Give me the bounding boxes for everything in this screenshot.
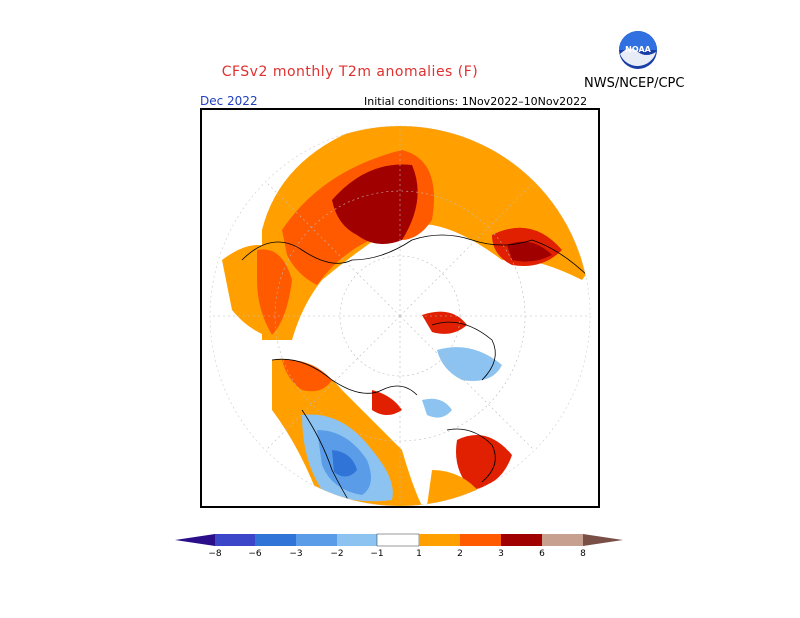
colorbar-tick-label: −6 xyxy=(248,549,262,559)
very-strong-warm-region xyxy=(332,164,418,244)
initial-conditions: Initial conditions: 1Nov2022–10Nov2022 xyxy=(364,95,588,108)
colorbar-swatch-pos-2 xyxy=(460,534,501,546)
colorbar-swatch-pos-1 xyxy=(419,534,460,546)
anomaly-map xyxy=(200,108,600,508)
colorbar-swatch-pos-8 xyxy=(583,534,623,546)
colorbar-tick-label: 8 xyxy=(580,549,586,559)
forecast-month: Dec 2022 xyxy=(200,94,258,108)
agency-label: NWS/NCEP/CPC xyxy=(584,76,685,91)
page-title: CFSv2 monthly T2m anomalies (F) xyxy=(221,64,479,80)
colorbar-swatch-neg-6 xyxy=(215,534,255,546)
colorbar-tick-label: −1 xyxy=(370,549,383,559)
colorbar-swatch-neg-8 xyxy=(175,534,215,546)
colorbar-tick-label: 3 xyxy=(498,549,504,559)
colorbar-tick-label: 1 xyxy=(416,549,422,559)
polar-map-svg xyxy=(209,125,591,506)
colorbar-tick-label: 6 xyxy=(539,549,545,559)
colorbar-tick-label: 2 xyxy=(457,549,463,559)
colorbar: −8 −6 −3 −2 −1 1 2 3 6 8 xyxy=(175,533,623,559)
warm-region-greenland xyxy=(456,435,512,490)
colorbar-swatch-neutral xyxy=(376,533,420,547)
colorbar-swatch-pos-3 xyxy=(501,534,542,546)
colorbar-tick-label: −8 xyxy=(208,549,222,559)
svg-text:NOAA: NOAA xyxy=(625,45,651,54)
colorbar-swatch-neg-3 xyxy=(255,534,296,546)
colorbar-tick-label: −3 xyxy=(289,549,302,559)
cold-region-canada xyxy=(437,347,502,381)
colorbar-swatch-neg-1 xyxy=(337,534,377,546)
colorbar-swatch-neg-2 xyxy=(296,534,337,546)
colorbar-tick-label: −2 xyxy=(330,549,343,559)
noaa-logo: NOAA xyxy=(619,31,657,69)
colorbar-swatch-pos-6 xyxy=(542,534,583,546)
